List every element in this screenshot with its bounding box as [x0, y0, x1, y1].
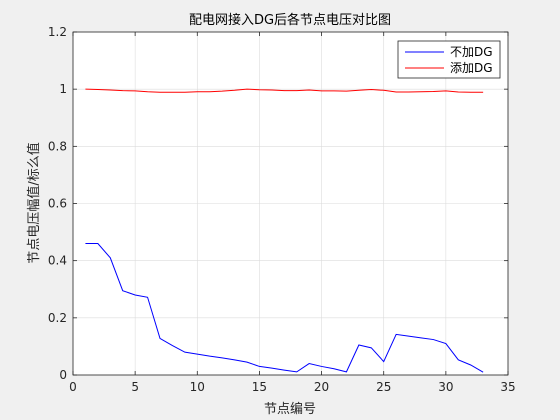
y-tick-label: 0.8 [48, 139, 67, 153]
series-layer [85, 88, 484, 373]
y-tick-label: 0.4 [48, 254, 67, 268]
series-line-1 [85, 243, 484, 373]
chart-title: 配电网接入DG后各节点电压对比图 [189, 12, 391, 28]
y-tick-label: 0.6 [48, 197, 67, 211]
ticks [72, 31, 509, 376]
y-tick-label: 0.2 [48, 311, 67, 325]
legend-label-series-1: 不加DG [450, 45, 493, 59]
x-axis-label: 节点编号 [264, 402, 316, 417]
y-tick-label: 0 [59, 368, 67, 382]
series-line-2 [85, 88, 484, 93]
y-tick-label: 1 [59, 82, 67, 96]
x-tick-label: 15 [252, 380, 267, 394]
legend-box [397, 40, 501, 79]
x-tick-label: 10 [190, 380, 205, 394]
x-tick-label: 30 [438, 380, 453, 394]
y-axis-label: 节点电压幅值/标么值 [26, 142, 42, 263]
tick-labels: 0 5 10 15 20 25 30 35 0 0.2 0.4 0.6 0.8 1 1.2 [48, 25, 516, 394]
x-tick-label: 35 [500, 380, 515, 394]
x-tick-label: 20 [314, 380, 329, 394]
legend-label-series-2: 添加DG [450, 61, 493, 75]
x-tick-label: 25 [376, 380, 391, 394]
x-tick-label: 5 [131, 380, 139, 394]
x-tick-label: 0 [69, 380, 77, 394]
y-tick-label: 1.2 [48, 25, 67, 39]
legend: 不加DG 添加DG [397, 40, 501, 79]
